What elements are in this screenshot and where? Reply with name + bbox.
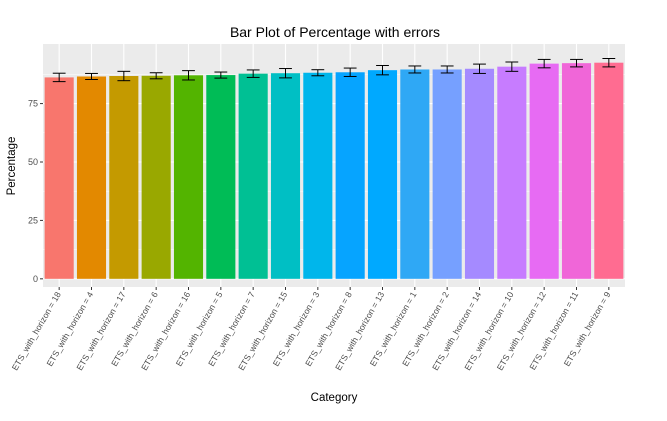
y-axis: 0 25 50 75: [28, 99, 43, 284]
bar: [497, 66, 527, 279]
bar: [109, 76, 139, 279]
bar: [432, 69, 462, 279]
bar: [335, 72, 365, 279]
bars: [44, 62, 624, 279]
chart-title: Bar Plot of Percentage with errors: [230, 24, 440, 40]
y-tick-label: 25: [28, 215, 38, 225]
bar: [76, 76, 107, 279]
bar: [303, 72, 333, 279]
bar: [173, 75, 204, 279]
bar: [464, 68, 495, 279]
minor-gridlines: [43, 74, 625, 250]
bar: [141, 75, 171, 279]
bar: [206, 75, 236, 279]
bar: [529, 63, 559, 279]
plot-panel: [43, 44, 625, 287]
bar: [238, 73, 268, 279]
y-axis-title: Percentage: [6, 137, 18, 196]
bar: [594, 62, 624, 279]
bar: [400, 69, 430, 279]
bar: [44, 77, 74, 279]
bar: [367, 70, 398, 279]
error-bars: [52, 57, 616, 83]
bar: [270, 73, 301, 279]
y-tick-label: 50: [28, 157, 38, 167]
y-tick-label: 75: [28, 99, 38, 109]
x-axis-title: Category: [311, 392, 358, 404]
bar: [561, 63, 592, 279]
y-tick-label: 0: [33, 274, 38, 284]
